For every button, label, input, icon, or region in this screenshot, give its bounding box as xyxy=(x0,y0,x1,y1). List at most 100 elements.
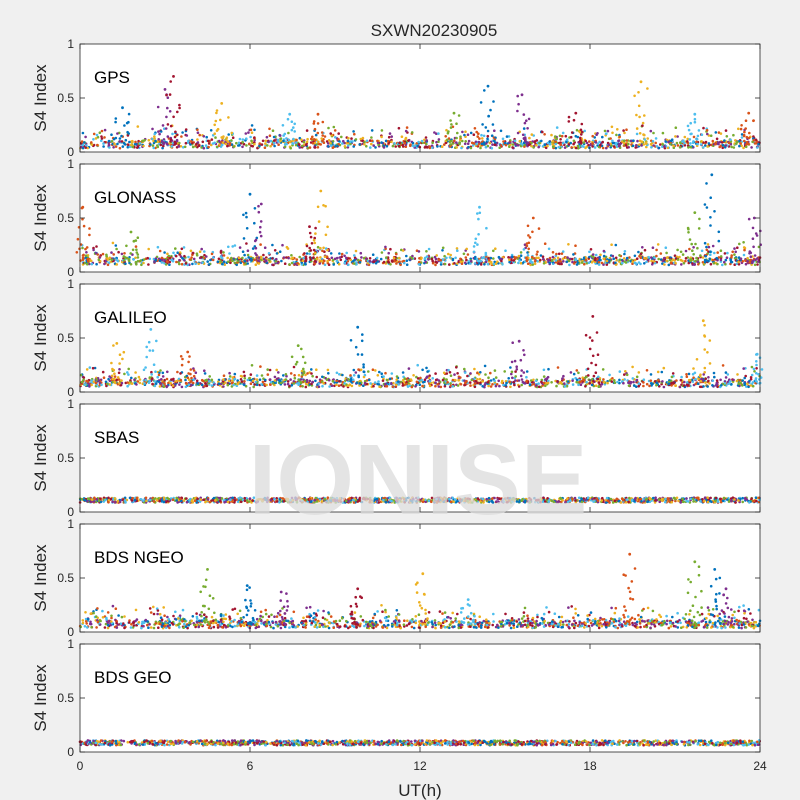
data-point xyxy=(233,244,237,247)
data-point xyxy=(535,256,538,260)
spike-point xyxy=(186,376,190,380)
data-point xyxy=(100,383,103,387)
data-point xyxy=(556,256,560,260)
data-point xyxy=(472,133,476,136)
data-point xyxy=(669,142,672,146)
data-point xyxy=(166,252,169,256)
data-point xyxy=(391,144,395,148)
data-point xyxy=(246,262,249,265)
data-point xyxy=(542,375,546,378)
data-point xyxy=(526,262,530,266)
data-point xyxy=(474,140,478,144)
data-point xyxy=(682,139,685,142)
data-point xyxy=(358,261,362,264)
data-point xyxy=(152,139,155,143)
data-point xyxy=(127,143,130,147)
data-point xyxy=(258,144,261,148)
data-point xyxy=(584,146,587,150)
spike-point xyxy=(717,239,721,243)
data-point xyxy=(363,143,366,146)
spike-point xyxy=(594,371,598,375)
data-point xyxy=(428,374,431,378)
spike-point xyxy=(156,105,160,109)
data-point xyxy=(495,383,499,386)
data-point xyxy=(226,383,230,387)
data-point xyxy=(198,133,201,137)
data-point xyxy=(707,250,710,253)
data-point xyxy=(222,260,226,264)
data-point xyxy=(368,139,372,142)
data-point xyxy=(322,246,325,250)
data-point xyxy=(682,261,686,265)
data-point xyxy=(384,245,387,249)
spike-point xyxy=(147,340,151,344)
spike-point xyxy=(472,250,476,254)
data-point xyxy=(723,139,726,142)
spike-point xyxy=(637,104,641,108)
spike-point xyxy=(519,358,523,362)
data-point xyxy=(163,251,166,254)
data-point xyxy=(312,248,316,252)
spike-point xyxy=(755,234,759,237)
data-point xyxy=(122,255,126,258)
data-point xyxy=(600,261,604,265)
data-point xyxy=(207,263,211,266)
data-point xyxy=(465,258,468,262)
data-point xyxy=(733,247,736,250)
data-point xyxy=(178,253,181,256)
data-point xyxy=(161,146,164,150)
data-point xyxy=(555,384,558,388)
data-point xyxy=(489,371,492,375)
data-point xyxy=(736,373,739,376)
data-point xyxy=(508,260,511,264)
spike-point xyxy=(514,143,518,146)
data-point xyxy=(494,384,498,388)
data-point xyxy=(390,372,394,375)
spike-point xyxy=(304,259,308,263)
data-point xyxy=(326,142,330,145)
data-point xyxy=(134,260,138,264)
data-point xyxy=(341,373,344,377)
data-point xyxy=(755,367,758,370)
data-point xyxy=(346,384,350,388)
data-point xyxy=(599,143,602,147)
data-point xyxy=(507,377,511,380)
data-point xyxy=(163,127,166,130)
data-point xyxy=(486,144,490,148)
data-point xyxy=(407,367,411,370)
data-point xyxy=(113,142,116,146)
spike-point xyxy=(302,370,306,373)
data-point xyxy=(222,378,225,381)
data-point xyxy=(300,369,304,373)
data-point xyxy=(381,379,385,383)
data-point xyxy=(517,385,521,388)
data-point xyxy=(358,384,361,387)
data-point xyxy=(570,146,573,149)
data-point xyxy=(540,378,544,382)
spike-point xyxy=(484,253,488,257)
data-point xyxy=(175,138,179,142)
data-point xyxy=(712,371,716,375)
data-point xyxy=(537,145,540,149)
data-point xyxy=(232,145,236,148)
data-point xyxy=(370,129,374,132)
data-point xyxy=(120,252,124,256)
data-point xyxy=(655,145,659,148)
data-point xyxy=(594,141,598,144)
data-point xyxy=(152,146,155,150)
data-point xyxy=(117,378,121,381)
data-point xyxy=(672,146,676,149)
data-point xyxy=(629,260,632,263)
data-point xyxy=(237,144,240,147)
spike-point xyxy=(523,136,527,139)
data-point xyxy=(464,130,467,133)
data-point xyxy=(358,143,362,146)
data-point xyxy=(243,383,246,387)
data-point xyxy=(294,262,297,266)
data-point xyxy=(724,129,728,132)
spike-peak xyxy=(163,88,167,91)
spike-point xyxy=(251,247,255,250)
spike-point xyxy=(213,132,216,135)
data-point xyxy=(551,145,555,148)
spike-point xyxy=(697,227,701,230)
